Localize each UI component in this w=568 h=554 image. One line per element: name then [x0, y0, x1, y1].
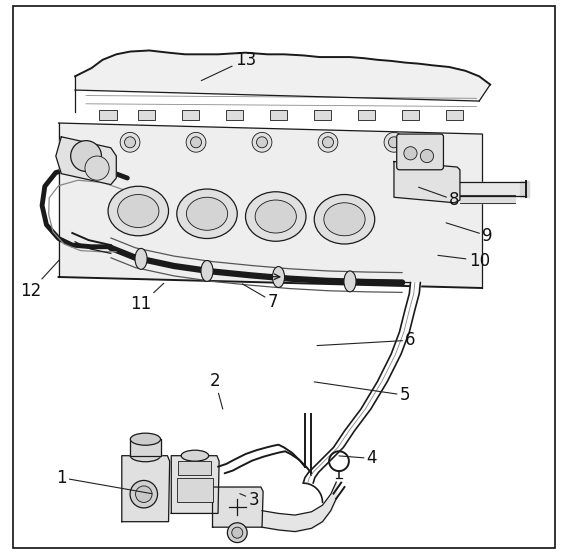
- Bar: [182, 110, 199, 120]
- Text: 6: 6: [317, 331, 416, 349]
- Circle shape: [70, 141, 102, 171]
- Ellipse shape: [130, 433, 161, 445]
- Polygon shape: [59, 123, 482, 288]
- Text: 1: 1: [56, 469, 152, 494]
- Ellipse shape: [186, 197, 228, 230]
- Ellipse shape: [135, 248, 147, 269]
- Ellipse shape: [324, 203, 365, 236]
- Circle shape: [404, 147, 417, 160]
- Ellipse shape: [245, 192, 306, 241]
- Polygon shape: [75, 50, 490, 101]
- Text: 9: 9: [446, 223, 492, 245]
- Text: 3: 3: [240, 491, 259, 509]
- Bar: [446, 110, 463, 120]
- Ellipse shape: [130, 450, 161, 461]
- Polygon shape: [56, 137, 116, 184]
- Circle shape: [120, 132, 140, 152]
- Circle shape: [136, 486, 152, 502]
- FancyBboxPatch shape: [396, 134, 444, 170]
- Circle shape: [318, 132, 338, 152]
- Bar: [178, 461, 211, 475]
- Ellipse shape: [177, 189, 237, 239]
- Ellipse shape: [314, 194, 375, 244]
- Circle shape: [323, 137, 333, 148]
- Circle shape: [190, 137, 202, 148]
- Text: 10: 10: [438, 252, 490, 269]
- Ellipse shape: [181, 450, 208, 461]
- Circle shape: [257, 137, 268, 148]
- Text: 11: 11: [131, 283, 164, 314]
- Bar: [138, 110, 155, 120]
- Bar: [225, 110, 243, 120]
- Ellipse shape: [273, 266, 285, 288]
- Polygon shape: [212, 487, 263, 527]
- Text: 8: 8: [419, 187, 460, 209]
- Circle shape: [124, 137, 136, 148]
- Circle shape: [389, 137, 399, 148]
- Ellipse shape: [118, 194, 159, 228]
- Circle shape: [85, 156, 109, 180]
- Ellipse shape: [344, 271, 356, 292]
- Polygon shape: [172, 456, 219, 514]
- Polygon shape: [394, 162, 460, 203]
- Circle shape: [130, 480, 157, 508]
- Text: 7: 7: [243, 284, 278, 311]
- Text: 4: 4: [339, 449, 377, 468]
- Bar: [270, 110, 287, 120]
- Ellipse shape: [255, 200, 296, 233]
- Bar: [402, 110, 419, 120]
- Circle shape: [252, 132, 272, 152]
- Bar: [314, 110, 331, 120]
- Polygon shape: [520, 181, 529, 197]
- Text: 12: 12: [20, 260, 60, 300]
- Ellipse shape: [201, 260, 213, 281]
- Circle shape: [420, 150, 433, 163]
- Circle shape: [186, 132, 206, 152]
- Bar: [177, 478, 212, 502]
- Circle shape: [384, 132, 404, 152]
- Circle shape: [232, 527, 243, 538]
- Text: 13: 13: [201, 51, 256, 81]
- Circle shape: [227, 523, 247, 542]
- Ellipse shape: [108, 186, 169, 236]
- Bar: [99, 110, 117, 120]
- Text: 2: 2: [210, 372, 223, 409]
- Polygon shape: [122, 456, 170, 522]
- Text: 5: 5: [314, 382, 410, 404]
- Polygon shape: [130, 439, 161, 456]
- Bar: [358, 110, 375, 120]
